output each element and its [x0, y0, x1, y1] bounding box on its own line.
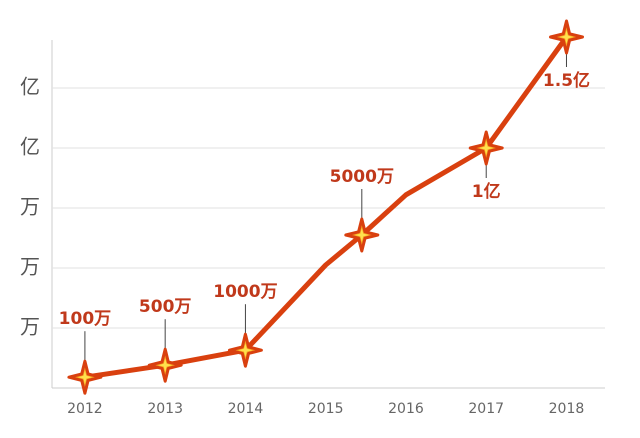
point-core — [559, 30, 574, 44]
point-core — [158, 358, 173, 373]
y-tick-label: 亿 — [20, 135, 40, 159]
data-label: 1.5亿 — [543, 70, 590, 91]
data-line — [84, 35, 569, 380]
data-label: 1亿 — [472, 181, 501, 202]
data-label: 100万 — [59, 309, 112, 329]
point-core — [77, 370, 92, 385]
x-tick-label: 2014 — [228, 401, 264, 417]
data-label: 1000万 — [213, 282, 277, 302]
y-tick-label: 万 — [20, 195, 40, 219]
x-tick-label: 2015 — [308, 401, 344, 417]
point-core — [479, 141, 494, 155]
x-tick-label: 2016 — [388, 401, 424, 417]
x-tick-label: 2012 — [67, 401, 103, 417]
x-tick-label: 2018 — [549, 401, 585, 417]
point-core — [354, 228, 369, 242]
x-tick-label: 2013 — [147, 401, 183, 417]
point-core — [238, 343, 253, 358]
data-label: 500万 — [139, 297, 192, 317]
y-tick-label: 万 — [20, 315, 40, 339]
y-tick-label: 亿 — [20, 75, 40, 99]
y-tick-label: 万 — [20, 255, 40, 279]
x-tick-label: 2017 — [468, 401, 504, 417]
data-label: 5000万 — [330, 167, 394, 187]
